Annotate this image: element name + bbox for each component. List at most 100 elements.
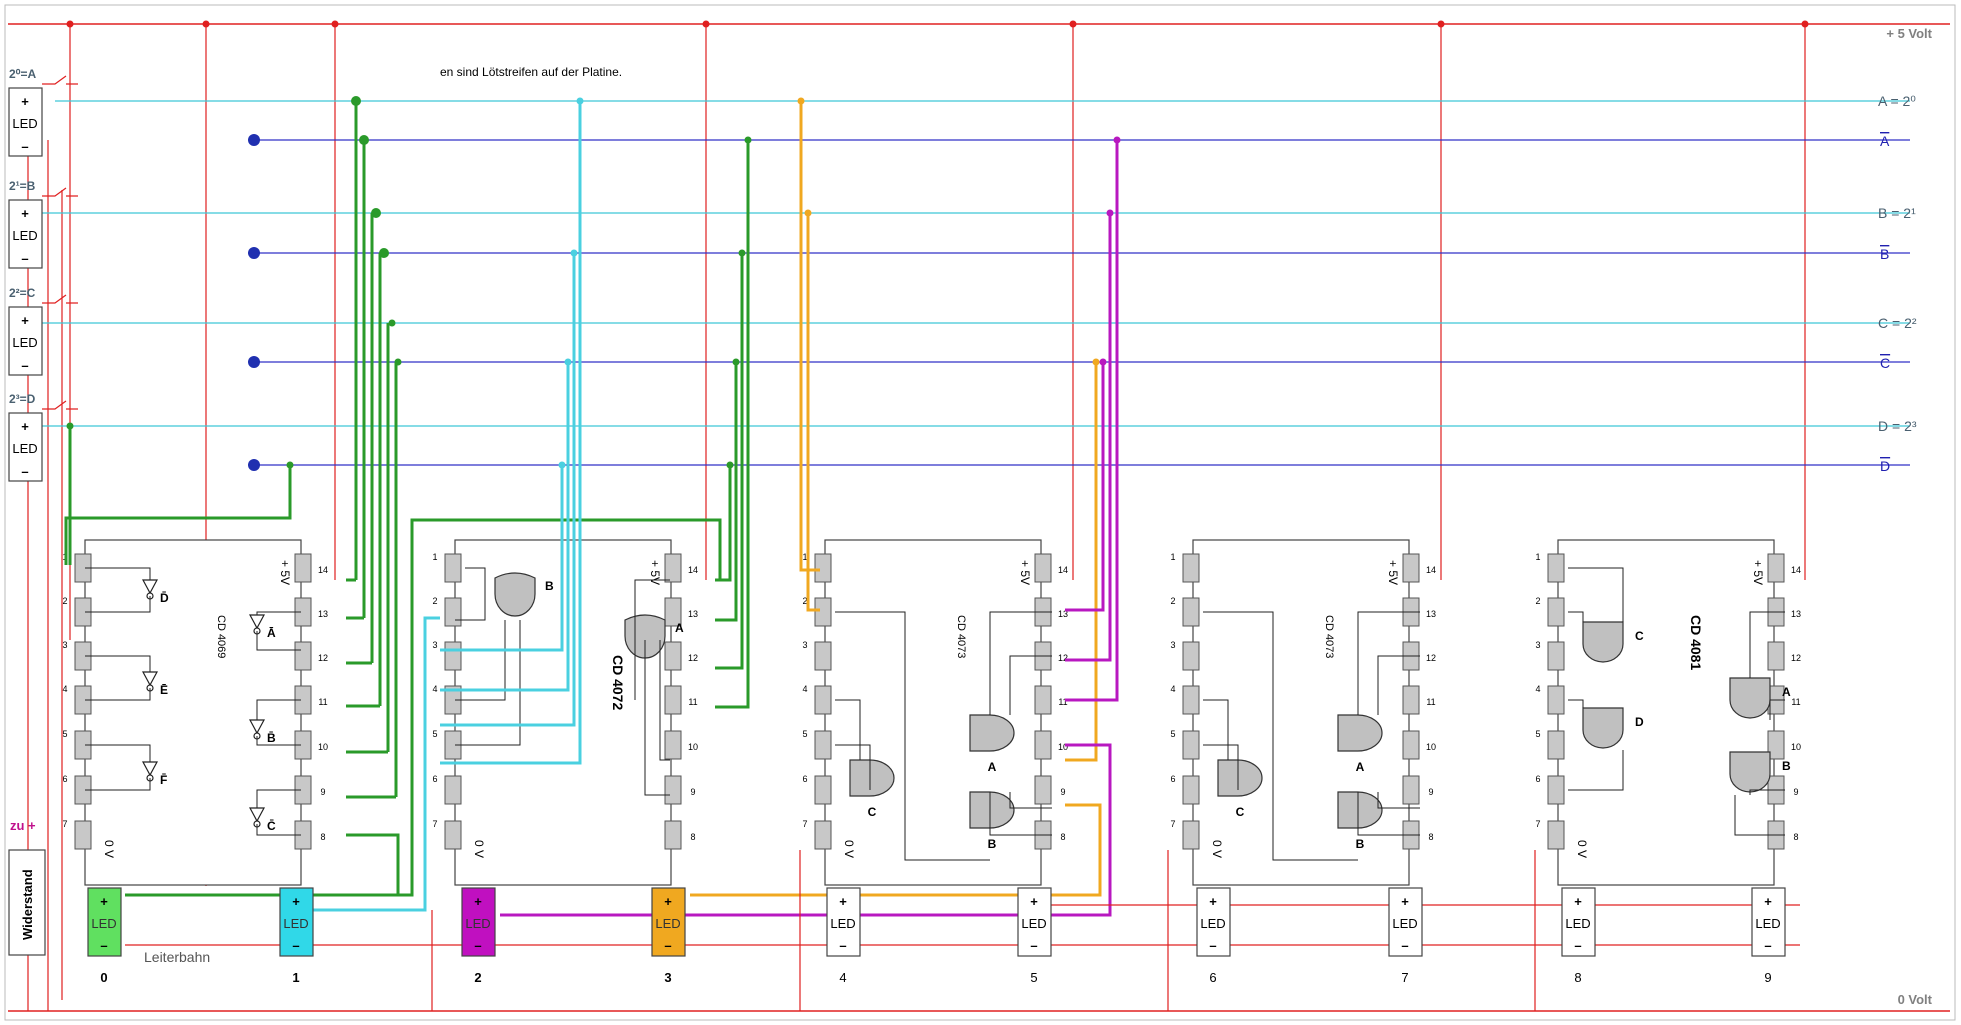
pin-number: 11 (1058, 697, 1067, 707)
pin-number: 3 (432, 640, 437, 650)
wiring (64, 101, 1119, 917)
and-gate-icon (969, 714, 1015, 752)
and-gate-icon (1337, 791, 1383, 829)
minus-sign: – (100, 938, 107, 953)
chip-pin (1182, 597, 1200, 627)
output-led: + LED – 8 (1561, 887, 1596, 985)
led-box (1561, 887, 1596, 957)
pin-number: 9 (320, 787, 325, 797)
pin-number: 6 (432, 774, 437, 784)
gate-label: A (1356, 760, 1365, 774)
and-gate-icon (1337, 714, 1383, 752)
led-label: LED (91, 916, 116, 931)
chip-pin (1402, 553, 1420, 583)
pin-number: 11 (1426, 697, 1435, 707)
pin-number: 9 (1793, 787, 1798, 797)
minus-sign: – (1574, 938, 1581, 953)
pin-number: 1 (1535, 552, 1540, 562)
chip-pin (814, 820, 832, 850)
pin-number: 11 (1791, 697, 1800, 707)
chip-pin (294, 553, 312, 583)
pin-number: 7 (1170, 819, 1175, 829)
output-led: + LED – 6 (1196, 887, 1231, 985)
chip-pin (1547, 730, 1565, 760)
chip-pin (1182, 685, 1200, 715)
plus-sign: + (474, 894, 482, 909)
chip-gnd-label: 0 V (102, 840, 116, 858)
chip-vcc-label: + 5V (648, 560, 662, 585)
zu-plus-label: zu + (10, 818, 36, 833)
pin-number: 8 (320, 832, 325, 842)
chip-pin (814, 730, 832, 760)
gate-label: C (1236, 805, 1245, 819)
input-blocks: 2⁰=A + LED – 2¹=B + LED – 2²=C + LED – 2³=D + LED – (8, 67, 78, 482)
led-box (279, 887, 314, 957)
led-box (461, 887, 496, 957)
led-number: 3 (664, 970, 671, 985)
gate-label: C (1635, 629, 1644, 643)
pin-number: 1 (1170, 552, 1175, 562)
rail-5v-label: + 5 Volt (1886, 26, 1932, 41)
gate-label: A (988, 760, 997, 774)
chip-pin (664, 641, 682, 671)
led-number: 7 (1401, 970, 1408, 985)
chip-name: CD 4073 (1323, 615, 1335, 658)
gate-label: B (1356, 837, 1365, 851)
chip-pin (1547, 553, 1565, 583)
pin-number: 10 (1426, 742, 1436, 752)
chip-name: CD 4081 (1688, 615, 1704, 670)
plus-sign: + (1209, 894, 1217, 909)
chip-pin (1034, 685, 1052, 715)
pin-number: 12 (688, 653, 698, 663)
led-box (1017, 887, 1052, 957)
pin-number: 5 (432, 729, 437, 739)
chip-vcc-label: + 5V (1018, 560, 1032, 585)
switch-icon[interactable] (42, 400, 78, 410)
pin-number: 14 (688, 565, 698, 575)
plus-sign: + (839, 894, 847, 909)
pin-number: 7 (62, 819, 67, 829)
chip-vcc-label: + 5V (1751, 560, 1765, 585)
minus-sign: – (839, 938, 846, 953)
pin-number: 2 (1170, 596, 1175, 606)
chip-pin (1182, 641, 1200, 671)
input-block: 2³=D + LED – (8, 392, 78, 482)
chip-pin (444, 641, 462, 671)
pin-number: 13 (318, 609, 328, 619)
input-block: 2⁰=A + LED – (8, 67, 78, 157)
plus-sign: + (292, 894, 300, 909)
ic-chip: 1 14 2 13 3 12 4 11 5 10 6 9 7 8 + 5V 0 V CD 4073 (802, 539, 1068, 886)
plus-sign: + (1030, 894, 1038, 909)
led-label: LED (1755, 916, 1780, 931)
chip-pin (1182, 553, 1200, 583)
plus-sign: + (21, 94, 29, 109)
bus-label-d: D = 2³ (1878, 418, 1917, 434)
led-box (651, 887, 686, 957)
pin-number: 10 (318, 742, 328, 752)
input-label: 2³=D (9, 392, 36, 406)
pin-number: 2 (432, 596, 437, 606)
switch-icon[interactable] (42, 75, 78, 85)
chip-pin (294, 641, 312, 671)
bus-label-b-inv: B (1880, 246, 1889, 262)
pin-number: 9 (690, 787, 695, 797)
chip-pin (664, 820, 682, 850)
ic-chip: 1 14 2 13 3 12 4 11 5 10 6 9 7 8 + 5V 0 V CD 4072 (432, 539, 698, 886)
chip-pin (444, 553, 462, 583)
widerstand-label: Widerstand (20, 869, 35, 940)
switch-icon[interactable] (42, 294, 78, 304)
bus-label-c: C = 2² (1878, 315, 1917, 331)
pin-number: 8 (1060, 832, 1065, 842)
minus-sign: – (21, 139, 28, 154)
pin-number: 14 (1058, 565, 1068, 575)
chip-gnd-label: 0 V (842, 840, 856, 858)
chip-pin (1547, 685, 1565, 715)
led-number: 2 (474, 970, 481, 985)
plus-sign: + (1764, 894, 1772, 909)
led-feed-lines (125, 850, 1800, 1011)
switch-icon[interactable] (42, 187, 78, 197)
led-label: LED (12, 335, 37, 350)
chip-pin (1034, 730, 1052, 760)
pin-number: 9 (1060, 787, 1065, 797)
pin-number: 13 (1058, 609, 1068, 619)
